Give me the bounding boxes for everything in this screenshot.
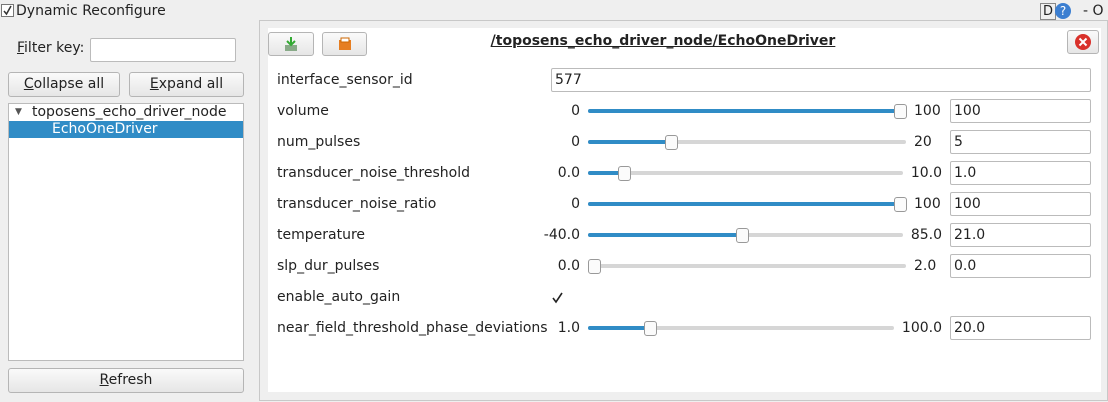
slider-handle[interactable] [618,166,632,181]
param-row: interface_sensor_id 577 [277,68,1091,92]
param-name: transducer_noise_threshold [277,165,470,181]
param-input[interactable]: 21.0 [950,223,1091,247]
window-title: Dynamic Reconfigure [16,3,166,19]
window-control[interactable]: ? [1055,3,1071,19]
param-name: transducer_noise_ratio [277,196,437,212]
param-input[interactable]: 20.0 [950,316,1091,340]
param-input[interactable]: 577 [551,68,1091,92]
param-name: enable_auto_gain [277,289,401,305]
slider-min: 0.0 [557,165,580,181]
param-input[interactable]: 0.0 [950,254,1091,278]
slider-handle[interactable] [894,197,907,212]
slider-handle[interactable] [644,321,658,336]
slider-max: 100 [914,196,941,212]
slider-max: 100 [914,103,941,119]
slider[interactable] [588,104,907,119]
tree: ▼ toposens_echo_driver_node EchoOneDrive… [8,103,244,361]
window-control[interactable]: D [1040,3,1057,20]
slider-min: 0 [571,103,580,119]
slider-max: 100.0 [901,320,942,336]
slider-max: 85.0 [910,227,942,243]
slider[interactable] [588,135,906,150]
filter-label: Filter key: [17,40,85,56]
param-name: near_field_threshold_phase_deviations [277,320,548,336]
slider-max: 20 [914,134,932,150]
slider[interactable] [588,166,903,181]
slider[interactable] [588,197,907,212]
refresh-button[interactable]: Refresh [8,368,244,393]
param-checkbox[interactable] [551,291,564,304]
panel-title: /toposens_echo_driver_node/EchoOneDriver [490,33,836,49]
slider-track [588,140,906,144]
slider-fill [588,171,625,175]
slider-fill [588,233,742,237]
param-name: temperature [277,227,365,243]
slider-min: -40.0 [543,227,580,243]
slider-min: 0 [571,134,580,150]
param-row: temperature -40.0 85.0 21.0 [277,223,1091,247]
slider[interactable] [588,228,903,243]
tree-arrow: ▼ [15,107,22,117]
param-input[interactable]: 5 [950,130,1091,154]
param-row: near_field_threshold_phase_deviations 1.0… [277,316,1091,340]
param-row: volume 0 100 100 [277,99,1091,123]
slider-min: 0 [571,196,580,212]
tree-item[interactable]: toposens_echo_driver_node [32,104,227,120]
close-button[interactable] [1067,30,1099,54]
param-row: transducer_noise_threshold 0.0 10.0 1.0 [277,161,1091,185]
param-input[interactable]: 100 [950,192,1091,216]
collapse-button[interactable]: Collapse all [8,72,120,97]
slider-min: 0.0 [557,258,580,274]
param-input[interactable]: 1.0 [950,161,1091,185]
slider-track [588,326,894,330]
param-row: enable_auto_gain [277,285,1091,309]
slider-min: 1.0 [557,320,580,336]
slider-handle[interactable] [588,259,601,274]
slider-track [588,171,903,175]
window-control[interactable]: - O [1083,3,1104,19]
param-row: transducer_noise_ratio 0 100 100 [277,192,1091,216]
param-name: slp_dur_pulses [277,258,380,274]
save-button[interactable] [322,32,367,56]
slider-track [588,264,906,268]
param-name: volume [277,103,329,119]
param-name: interface_sensor_id [277,72,413,88]
slider[interactable] [588,321,894,336]
param-row: num_pulses 0 20 5 [277,130,1091,154]
param-input[interactable]: 100 [950,99,1091,123]
slider-fill [588,326,651,330]
check-mark [552,292,563,303]
window-icon [1,4,14,17]
slider-fill [588,109,900,113]
tree-item[interactable]: EchoOneDriver [9,121,243,138]
slider[interactable] [588,259,906,274]
filter-input[interactable] [90,38,236,62]
expand-button[interactable]: Expand all [129,72,244,97]
load-button[interactable] [268,32,314,56]
param-row: slp_dur_pulses 0.0 2.0 0.0 [277,254,1091,278]
slider-handle[interactable] [894,104,907,119]
param-name: num_pulses [277,134,361,150]
slider-fill [588,140,671,144]
slider-fill [588,202,900,206]
slider-max: 10.0 [910,165,942,181]
slider-handle[interactable] [664,135,678,150]
slider-handle[interactable] [735,228,749,243]
slider-max: 2.0 [914,258,937,274]
